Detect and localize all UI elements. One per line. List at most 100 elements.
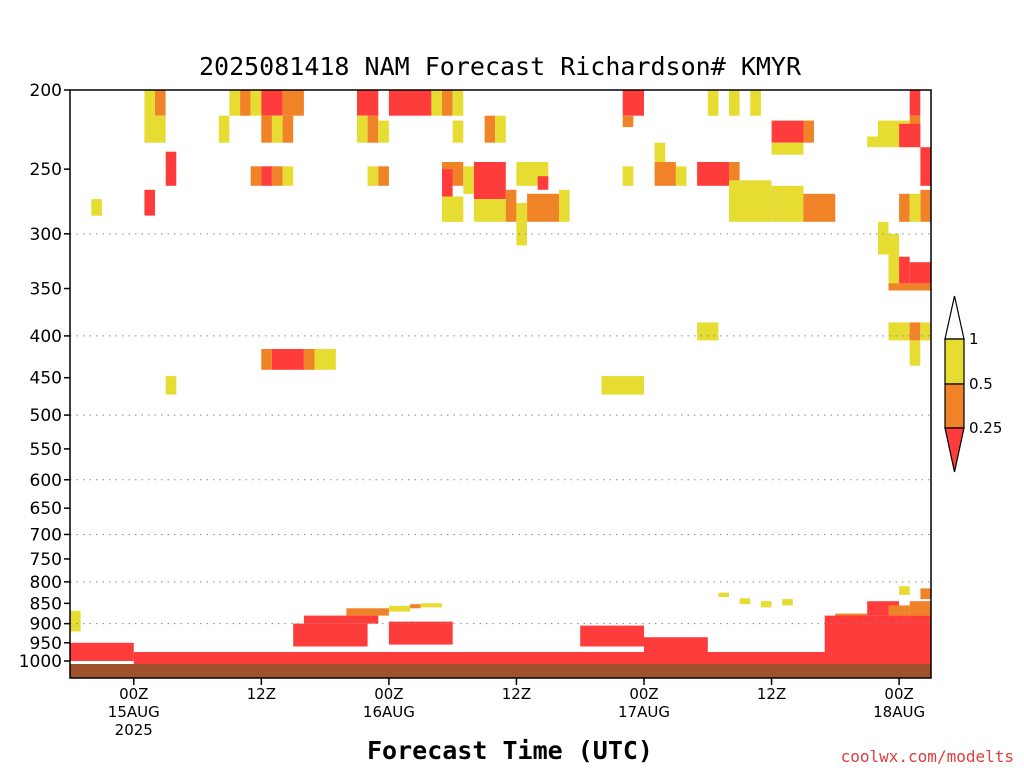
y-tick-label: 900 — [30, 615, 62, 635]
heatmap-cell — [144, 90, 155, 116]
y-tick-label: 1000 — [19, 652, 62, 672]
y-tick-label: 400 — [30, 327, 62, 347]
heatmap-cell — [750, 90, 761, 116]
heatmap-cell — [729, 162, 740, 186]
y-axis: 200 250 300 350 400 450 500 550 600 650 700 750 8008… — [19, 81, 70, 672]
y-tick-label: 500 — [30, 406, 62, 426]
x-tick-label: 17AUG — [618, 703, 670, 721]
heatmap-cell — [707, 90, 719, 116]
heatmap-cell — [899, 256, 910, 284]
heatmap-cell — [559, 189, 570, 222]
heatmap-cell — [760, 601, 772, 608]
heatmap-cell — [920, 588, 931, 600]
heatmap-cell — [240, 90, 251, 116]
heatmap-cell — [803, 120, 814, 143]
heatmap-cell — [675, 166, 687, 186]
heatmap-cell — [909, 601, 931, 616]
heatmap-cell — [303, 349, 315, 370]
heatmap-cell — [697, 322, 719, 341]
heatmap-cell — [261, 115, 272, 143]
heatmap-cell — [261, 90, 283, 116]
heatmap-cell — [782, 599, 793, 606]
heatmap-cell — [888, 283, 931, 291]
colorbar-segment — [944, 295, 965, 340]
heatmap-cell — [272, 166, 283, 186]
x-tick-label: 00Z — [629, 685, 658, 703]
heatmap-cell — [378, 166, 389, 186]
heatmap-cell — [473, 199, 506, 222]
heatmap-cell — [452, 120, 464, 143]
heatmap-cell — [250, 90, 262, 116]
heatmap-cell — [601, 376, 644, 395]
heatmap-cell — [70, 610, 81, 632]
heatmap-cell — [516, 203, 527, 246]
x-tick-label: 12Z — [247, 685, 276, 703]
heatmap-cell — [909, 90, 921, 116]
y-tick-label: 700 — [30, 525, 62, 545]
x-tick-label: 00Z — [119, 685, 148, 703]
y-tick-label: 550 — [30, 440, 62, 460]
x-tick-label: 15AUG — [108, 703, 160, 721]
heatmap-cell — [505, 189, 517, 222]
y-tick-label: 300 — [30, 225, 62, 245]
heatmap-cell — [495, 115, 506, 143]
heatmap-cell — [367, 115, 379, 143]
y-tick-label: 850 — [30, 594, 62, 614]
heatmap-cell — [229, 90, 240, 116]
heatmap-cell — [824, 615, 931, 654]
heatmap-cell — [357, 90, 379, 116]
heatmap-cell — [282, 115, 294, 143]
colorbar-label: 0.5 — [969, 375, 993, 393]
y-tick-label: 200 — [30, 81, 62, 101]
heatmap-cell — [261, 349, 272, 370]
heatmap-cell — [346, 608, 389, 616]
heatmap-cell — [388, 605, 411, 612]
heatmap-cell — [771, 185, 804, 222]
heatmap-cell — [282, 90, 304, 116]
heatmap-cell — [899, 123, 921, 148]
heatmap-cell — [622, 90, 644, 116]
heatmap-cell — [272, 115, 283, 143]
heatmap-cell — [165, 151, 177, 186]
colorbar-segment — [944, 383, 965, 429]
x-axis-label: Forecast Time (UTC) — [367, 736, 653, 765]
heatmap-cell — [909, 340, 921, 366]
heatmap-cell — [888, 605, 910, 616]
heatmap-cell — [697, 162, 729, 186]
heatmap-cell — [527, 193, 559, 222]
heatmap-cell — [537, 176, 549, 190]
heatmap-cell — [272, 349, 304, 370]
heatmap-cell — [133, 652, 931, 664]
heatmap-cell — [303, 615, 379, 624]
heatmap-cell — [920, 322, 931, 341]
plot-frame — [69, 89, 932, 679]
heatmap-cell — [70, 642, 134, 661]
heatmap-cell — [580, 625, 644, 647]
heatmap-cell — [442, 169, 453, 200]
y-tick-label: 350 — [30, 280, 62, 300]
gridlines — [70, 233, 931, 625]
heatmap-cell — [888, 322, 910, 341]
heatmap-cell — [622, 166, 634, 186]
colorbar-label: 1 — [969, 330, 979, 348]
x-tick-label: 16AUG — [363, 703, 415, 721]
heatmap-cell — [388, 90, 432, 116]
heatmap-cell — [644, 637, 708, 653]
heatmap-cell — [909, 322, 921, 341]
heatmap-cell — [155, 90, 166, 116]
heatmap-cell — [473, 162, 506, 200]
colorbar-label: 0.25 — [969, 419, 1002, 437]
heatmap-cell — [718, 592, 729, 597]
watermark-text: coolwx.com/modelts — [841, 747, 1014, 766]
heatmap-cell — [622, 115, 634, 128]
heatmap-cell — [739, 598, 751, 605]
x-tick-label: 18AUG — [873, 703, 925, 721]
heatmap-cell — [654, 142, 666, 162]
heatmap-cell — [218, 115, 230, 143]
heatmap-cell — [729, 180, 772, 222]
heatmap-cell — [431, 90, 442, 116]
heatmap-cell — [867, 136, 910, 148]
x-tick-label: 00Z — [884, 685, 913, 703]
